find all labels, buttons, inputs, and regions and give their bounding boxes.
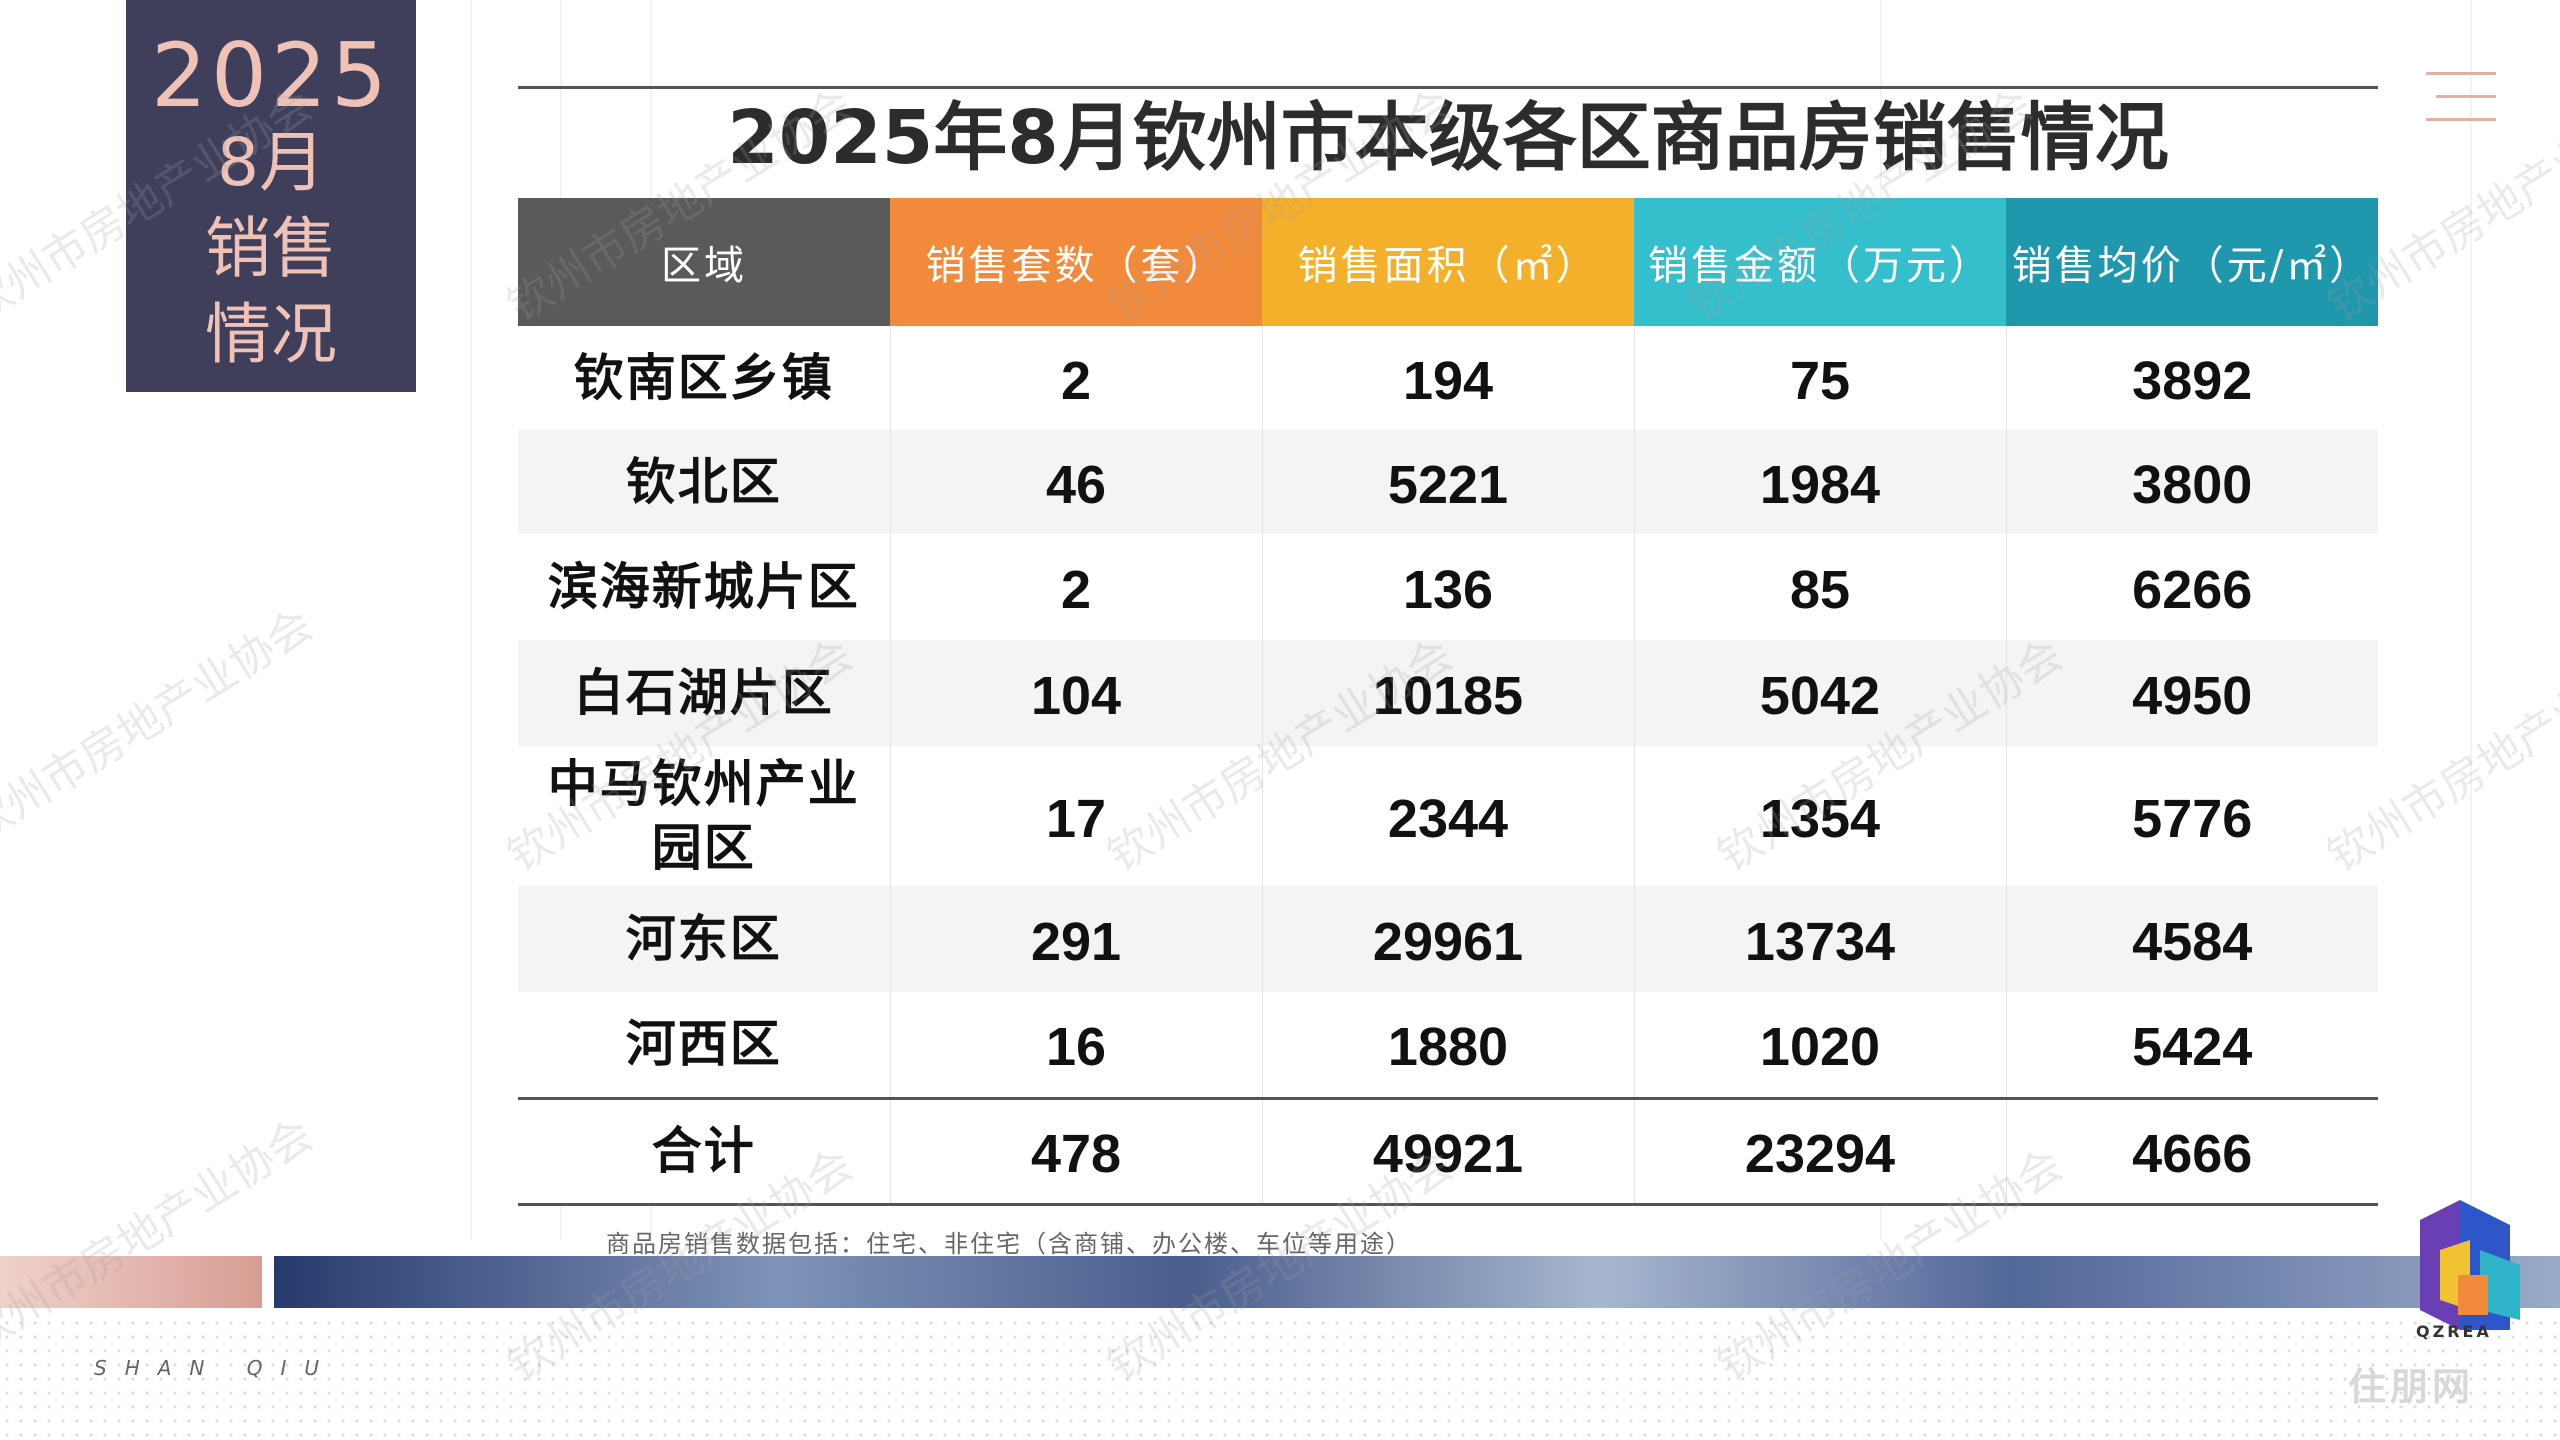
value-cell: 5221 <box>1261 430 1634 534</box>
decor-band-pink <box>0 1256 262 1308</box>
region-cell: 河东区 <box>518 886 890 992</box>
value-cell: 3800 <box>2005 430 2378 534</box>
value-cell: 4950 <box>2005 640 2378 746</box>
table-row: 钦北区 46 5221 1984 3800 <box>518 430 2378 534</box>
table-header-cell: 销售均价（元/㎡） <box>2006 198 2378 326</box>
sales-table: 区域 销售套数（套） 销售面积（㎡） 销售金额（万元） 销售均价（元/㎡） 钦南区乡镇 2… <box>518 198 2378 1206</box>
table-row: 河西区 16 1880 1020 5424 <box>518 992 2378 1098</box>
value-cell: 194 <box>1261 326 1634 430</box>
date-line-1: 销售 <box>205 210 337 287</box>
date-line-2: 情况 <box>205 296 337 373</box>
value-cell: 5424 <box>2005 992 2378 1098</box>
value-cell: 6266 <box>2005 534 2378 640</box>
value-cell: 5042 <box>1633 640 2006 746</box>
decor-band-blue <box>274 1256 2560 1308</box>
value-cell: 85 <box>1633 534 2006 640</box>
region-cell: 河西区 <box>518 992 890 1098</box>
value-cell: 46 <box>889 430 1262 534</box>
value-cell: 478 <box>889 1096 1262 1206</box>
value-cell: 2 <box>889 326 1262 430</box>
table-body: 钦南区乡镇 2 194 75 3892 钦北区 46 5221 1984 3800 滨海新城片区 2 1… <box>518 326 2378 1206</box>
value-cell: 16 <box>889 992 1262 1098</box>
value-cell: 4584 <box>2005 886 2378 992</box>
region-cell: 合计 <box>518 1096 890 1206</box>
brand-text: SHAN QIU <box>94 1356 338 1380</box>
value-cell: 49921 <box>1261 1096 1634 1206</box>
date-label-block: 2025 8月 销售 情况 <box>126 0 416 392</box>
watermark: 钦州市房地产业协会 <box>0 599 322 853</box>
region-cell: 滨海新城片区 <box>518 534 890 640</box>
menu-icon[interactable] <box>2426 72 2496 141</box>
region-cell: 钦北区 <box>518 430 890 534</box>
value-cell: 1880 <box>1261 992 1634 1098</box>
value-cell: 2344 <box>1261 746 1634 886</box>
title-rule <box>518 86 2378 89</box>
table-total-row: 合计 478 49921 23294 4666 <box>518 1096 2378 1206</box>
value-cell: 104 <box>889 640 1262 746</box>
value-cell: 4666 <box>2005 1096 2378 1206</box>
region-cell: 钦南区乡镇 <box>518 326 890 430</box>
table-row: 滨海新城片区 2 136 85 6266 <box>518 534 2378 640</box>
site-watermark: 住朋网 <box>2348 1365 2475 1409</box>
value-cell: 10185 <box>1261 640 1634 746</box>
value-cell: 1354 <box>1633 746 2006 886</box>
region-cell: 中马钦州产业园区 <box>518 746 890 886</box>
table-row: 钦南区乡镇 2 194 75 3892 <box>518 326 2378 430</box>
value-cell: 136 <box>1261 534 1634 640</box>
table-row: 中马钦州产业园区 17 2344 1354 5776 <box>518 746 2378 886</box>
value-cell: 1020 <box>1633 992 2006 1098</box>
value-cell: 23294 <box>1633 1096 2006 1206</box>
page-title: 2025年8月钦州市本级各区商品房销售情况 <box>727 95 2169 181</box>
value-cell: 75 <box>1633 326 2006 430</box>
date-month: 8月 <box>217 124 325 201</box>
table-row: 白石湖片区 104 10185 5042 4950 <box>518 640 2378 746</box>
table-header-row: 区域 销售套数（套） 销售面积（㎡） 销售金额（万元） 销售均价（元/㎡） <box>518 198 2378 326</box>
date-year: 2025 <box>151 24 391 127</box>
value-cell: 29961 <box>1261 886 1634 992</box>
footnote: 商品房销售数据包括：住宅、非住宅（含商铺、办公楼、车位等用途） <box>606 1230 1412 1258</box>
value-cell: 13734 <box>1633 886 2006 992</box>
table-header-cell: 区域 <box>518 198 890 326</box>
table-row: 河东区 291 29961 13734 4584 <box>518 886 2378 992</box>
table-header-cell: 销售金额（万元） <box>1634 198 2006 326</box>
table-header-cell: 销售面积（㎡） <box>1262 198 1634 326</box>
qzrea-logo-icon <box>2420 1200 2520 1330</box>
value-cell: 1984 <box>1633 430 2006 534</box>
decor-dot-pattern <box>0 1316 2560 1440</box>
value-cell: 2 <box>889 534 1262 640</box>
region-cell: 白石湖片区 <box>518 640 890 746</box>
value-cell: 291 <box>889 886 1262 992</box>
value-cell: 5776 <box>2005 746 2378 886</box>
value-cell: 17 <box>889 746 1262 886</box>
logo-caption: QZREA <box>2416 1322 2492 1341</box>
table-header-cell: 销售套数（套） <box>890 198 1262 326</box>
value-cell: 3892 <box>2005 326 2378 430</box>
